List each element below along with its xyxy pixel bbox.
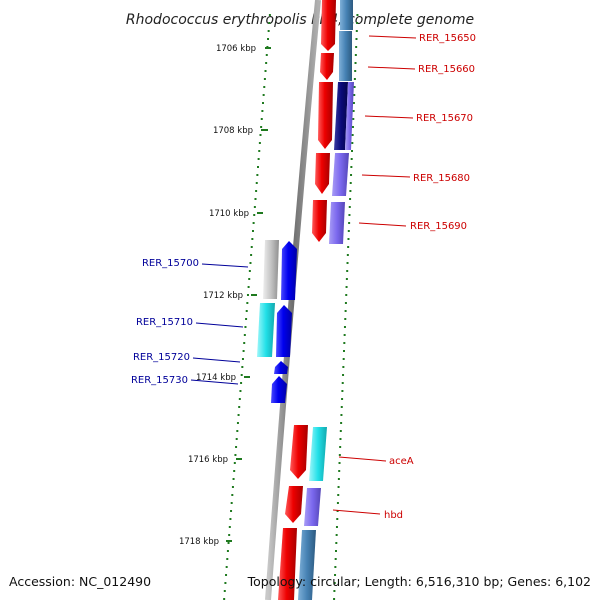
label-leader: [332, 509, 381, 515]
label-leader: [201, 263, 249, 268]
gene-arrow[interactable]: [320, 53, 334, 80]
forward-gene-labels: RER_15650 RER_15660 RER_15670 RER_15680 …: [332, 33, 476, 521]
gene-block[interactable]: [332, 153, 349, 196]
scale-label: 1710 kbp: [209, 209, 249, 219]
label-leader: [195, 322, 244, 328]
scale-label: 1714 kbp: [196, 373, 236, 383]
gene-label-rer-15710[interactable]: RER_15710: [136, 317, 193, 328]
gene-label-hbd[interactable]: hbd: [384, 510, 403, 521]
gene-block[interactable]: [298, 530, 316, 600]
gene-arrow[interactable]: [290, 425, 308, 479]
gene-block[interactable]: [257, 303, 275, 357]
scale-label: 1712 kbp: [203, 291, 243, 301]
gene-block[interactable]: [329, 202, 345, 244]
label-leader: [367, 66, 416, 70]
gene-block[interactable]: [334, 82, 348, 150]
gene-label-rer-15670[interactable]: RER_15670: [416, 113, 473, 124]
label-leader: [338, 456, 387, 462]
gene-block[interactable]: [304, 488, 321, 526]
gene-arrow[interactable]: [281, 241, 297, 300]
label-leader: [364, 115, 414, 119]
scale-label: 1718 kbp: [179, 537, 219, 547]
gene-arrow[interactable]: [285, 486, 303, 523]
gene-arrow[interactable]: [278, 528, 297, 600]
gene-label-rer-15700[interactable]: RER_15700: [142, 258, 199, 269]
outer-tick-marks: [333, 14, 359, 600]
scale-label: 1716 kbp: [188, 455, 228, 465]
gene-block[interactable]: [309, 427, 327, 481]
inner-tick-track: [223, 14, 271, 600]
label-leader: [361, 174, 411, 178]
inner-tick-marks: [223, 14, 271, 600]
gene-label-rer-15650[interactable]: RER_15650: [419, 33, 476, 44]
reverse-gene-labels: RER_15700 RER_15710 RER_15720 RER_15730: [131, 258, 249, 386]
reverse-strand-genes: [257, 240, 297, 403]
genome-summary: Topology: circular; Length: 6,516,310 bp…: [247, 574, 591, 589]
outer-tick-track: [333, 14, 359, 600]
gene-label-rer-15660[interactable]: RER_15660: [418, 64, 475, 75]
label-leader: [368, 35, 417, 39]
scale-label: 1706 kbp: [216, 44, 256, 54]
gene-arrow[interactable]: [318, 82, 333, 149]
gene-label-acea[interactable]: aceA: [389, 456, 414, 467]
gene-block[interactable]: [263, 240, 279, 299]
gene-arrow[interactable]: [276, 305, 292, 357]
gene-arrow[interactable]: [274, 361, 288, 374]
scale-label: 1708 kbp: [213, 126, 253, 136]
gene-arrow[interactable]: [312, 200, 327, 242]
gene-label-rer-15720[interactable]: RER_15720: [133, 352, 190, 363]
gene-label-rer-15690[interactable]: RER_15690: [410, 221, 467, 232]
gene-block[interactable]: [339, 31, 352, 81]
gene-arrow[interactable]: [271, 376, 287, 403]
label-leader: [358, 222, 407, 227]
map-title: Rhodococcus erythropolis PR4, complete g…: [126, 12, 474, 28]
gene-block[interactable]: [340, 0, 353, 30]
label-leader: [192, 357, 241, 363]
forward-strand-genes: [278, 0, 354, 600]
scale-ruler: 1706 kbp 1708 kbp 1710 kbp 1712 kbp 1714…: [179, 44, 271, 547]
gene-label-rer-15730[interactable]: RER_15730: [131, 375, 188, 386]
accession-text: Accession: NC_012490: [9, 574, 151, 589]
gene-block[interactable]: [345, 82, 354, 150]
label-leader: [190, 379, 239, 385]
gene-label-rer-15680[interactable]: RER_15680: [413, 173, 470, 184]
gene-arrow[interactable]: [321, 0, 336, 51]
gene-arrow[interactable]: [315, 153, 330, 194]
